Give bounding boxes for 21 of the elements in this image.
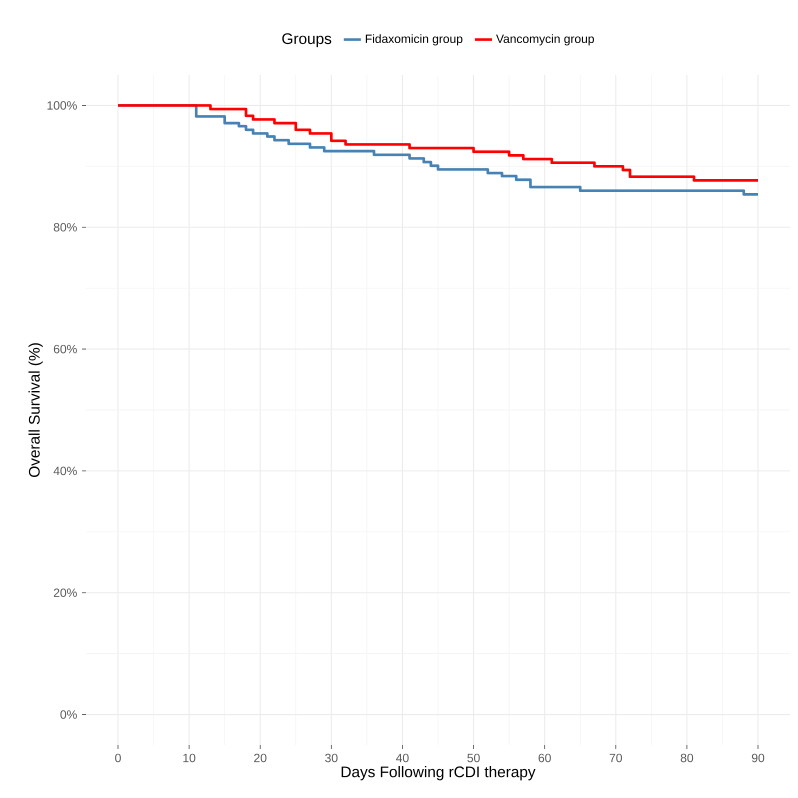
- x-tick-label: 50: [467, 754, 480, 762]
- y-tick-label: 60%: [54, 344, 77, 354]
- x-tick-label: 10: [183, 754, 196, 762]
- y-axis-title: Overall Survival (%): [28, 343, 43, 477]
- x-axis-title: Days Following rCDI therapy: [342, 766, 536, 780]
- x-tick-label: 30: [325, 754, 338, 762]
- legend-label: Fidaxomicin group: [366, 34, 462, 46]
- x-tick-label: 0: [115, 754, 121, 762]
- y-tick-label: 40%: [54, 466, 77, 476]
- y-tick-label: 100%: [48, 101, 77, 110]
- legend-title: Groups: [282, 33, 332, 48]
- y-tick-label: 20%: [54, 588, 77, 597]
- x-tick-label: 40: [396, 754, 409, 762]
- x-tick-label: 80: [680, 754, 694, 762]
- x-tick-label: 90: [752, 754, 764, 762]
- y-tick-label: 80%: [54, 223, 77, 232]
- x-tick-label: 60: [538, 754, 551, 762]
- y-tick-label: 0%: [60, 710, 77, 719]
- x-tick-label: 70: [610, 754, 622, 762]
- x-tick-label: 20: [254, 754, 266, 762]
- legend-label: Vancomycin group: [496, 34, 594, 46]
